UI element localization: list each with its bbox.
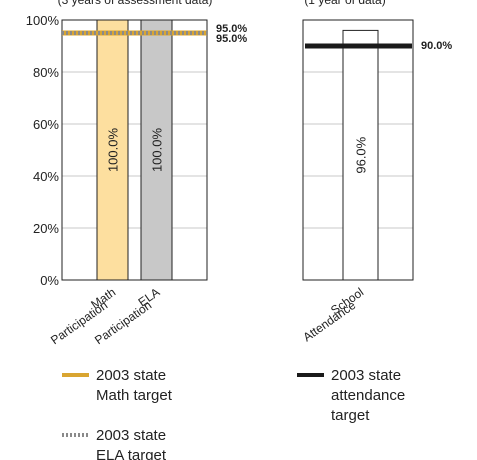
y-tick-label: 20%: [33, 221, 59, 236]
target-label: 90.0%: [421, 40, 452, 52]
subtitle: (1 year of data): [304, 0, 385, 7]
legend-label: 2003 state: [96, 367, 166, 384]
legend-label: ELA target: [96, 447, 167, 460]
value-label: 100.0%: [150, 128, 165, 173]
y-tick-label: 0%: [40, 273, 59, 288]
y-tick-label: 80%: [33, 65, 59, 80]
y-tick-label: 100%: [26, 13, 60, 28]
plot-frame: [61, 19, 208, 281]
legend-label: Math target: [96, 387, 173, 404]
subtitle: (3 years of assessment data): [58, 0, 213, 7]
legend-label: target: [331, 407, 370, 424]
bar: [140, 19, 173, 281]
bar: [342, 29, 379, 281]
legend-label: 2003 state: [331, 367, 401, 384]
bar: [96, 19, 129, 281]
y-tick-label: 60%: [33, 117, 59, 132]
y-tick-label: 40%: [33, 169, 59, 184]
target-label: 95.0%: [216, 33, 247, 45]
value-label: 100.0%: [106, 128, 121, 173]
target-label: 95.0%: [216, 23, 247, 35]
legend-label: attendance: [331, 387, 405, 404]
legend-label: 2003 state: [96, 427, 166, 444]
value-label: 96.0%: [354, 136, 369, 173]
